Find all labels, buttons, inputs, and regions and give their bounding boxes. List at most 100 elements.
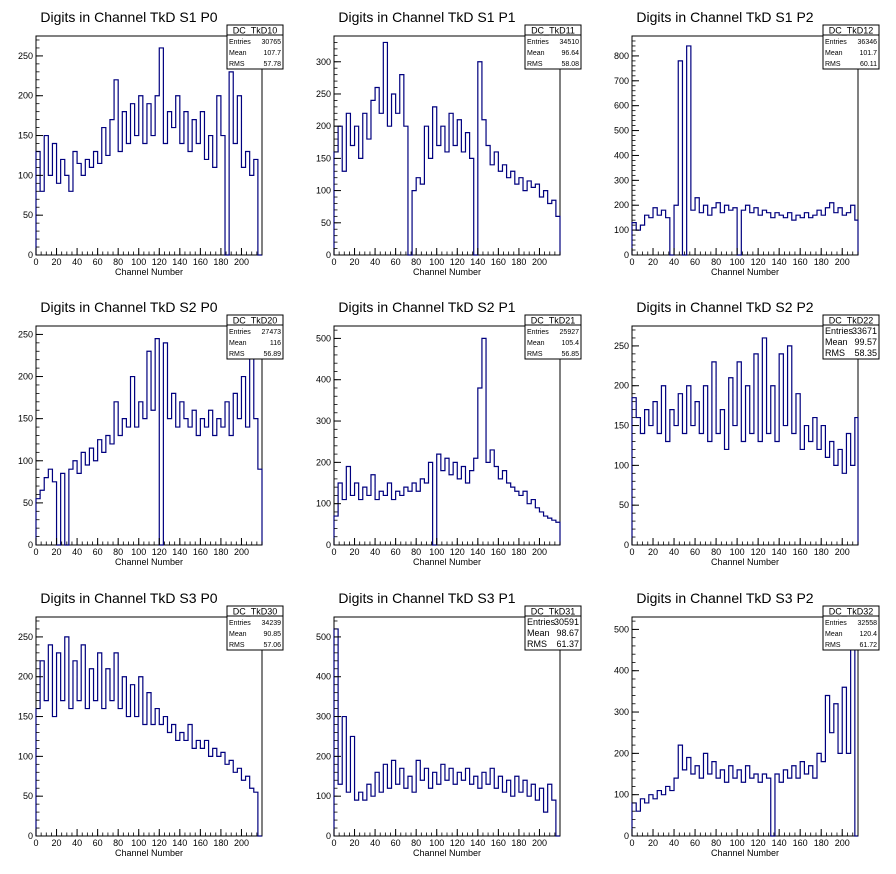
y-tick-label: 100 <box>18 456 33 466</box>
x-tick-label: 120 <box>751 257 766 267</box>
y-tick-label: 100 <box>316 791 331 801</box>
x-axis-label: Channel Number <box>115 848 183 858</box>
y-tick-label: 700 <box>614 76 629 86</box>
x-tick-label: 20 <box>350 838 360 848</box>
x-tick-label: 200 <box>234 838 249 848</box>
stats-label: Mean <box>229 50 247 57</box>
x-tick-label: 120 <box>152 257 167 267</box>
y-tick-label: 250 <box>614 341 629 351</box>
x-tick-label: 140 <box>772 838 787 848</box>
x-tick-label: 80 <box>113 257 123 267</box>
y-tick-label: 500 <box>614 624 629 634</box>
y-tick-label: 300 <box>614 707 629 717</box>
stats-label: RMS <box>229 642 245 649</box>
x-tick-label: 40 <box>72 257 82 267</box>
x-tick-label: 20 <box>52 838 62 848</box>
x-tick-label: 140 <box>470 838 485 848</box>
stats-value: 25927 <box>560 329 580 336</box>
x-axis-label: Channel Number <box>711 848 779 858</box>
y-tick-label: 150 <box>18 414 33 424</box>
panel-title: Digits in Channel TkD S1 P2 <box>636 9 813 25</box>
x-tick-label: 140 <box>172 838 187 848</box>
x-tick-label: 100 <box>730 838 745 848</box>
x-tick-label: 160 <box>793 257 808 267</box>
stats-value: 61.72 <box>859 642 877 649</box>
x-tick-label: 140 <box>772 257 787 267</box>
stats-value: 116 <box>270 340 281 347</box>
y-tick-label: 0 <box>28 250 33 260</box>
y-tick-label: 50 <box>23 791 33 801</box>
x-tick-label: 160 <box>491 838 506 848</box>
histogram-panel: Digits in Channel TkD S2 P1 0 20 40 60 80 100 1… <box>316 299 582 567</box>
x-tick-label: 60 <box>690 838 700 848</box>
stats-label: RMS <box>825 61 841 68</box>
panel-title: Digits in Channel TkD S2 P0 <box>40 299 217 315</box>
stats-value: 33671 <box>852 326 877 336</box>
x-tick-label: 160 <box>193 547 208 557</box>
stats-name: DC_TkD11 <box>531 26 575 36</box>
y-tick-label: 400 <box>614 666 629 676</box>
x-tick-label: 80 <box>411 838 421 848</box>
x-tick-label: 60 <box>690 257 700 267</box>
panel-title: Digits in Channel TkD S3 P1 <box>338 590 515 606</box>
x-tick-label: 120 <box>152 838 167 848</box>
x-tick-label: 160 <box>793 838 808 848</box>
x-tick-label: 40 <box>72 547 82 557</box>
histogram-line <box>35 636 262 837</box>
x-tick-label: 80 <box>711 838 721 848</box>
y-tick-label: 500 <box>614 126 629 136</box>
stats-label: Entries <box>527 329 549 336</box>
x-tick-label: 20 <box>350 547 360 557</box>
histogram-panel: Digits in Channel TkD S1 P0 0 20 40 60 80 100 1… <box>18 9 284 277</box>
histogram-panel: Digits in Channel TkD S2 P2 0 20 40 60 80 100 1… <box>614 299 880 567</box>
y-tick-label: 600 <box>614 101 629 111</box>
y-tick-label: 200 <box>614 748 629 758</box>
y-tick-label: 150 <box>614 421 629 431</box>
x-axis-label: Channel Number <box>711 267 779 277</box>
x-tick-label: 140 <box>470 257 485 267</box>
stats-value: 107.7 <box>263 50 281 57</box>
x-tick-label: 120 <box>450 838 465 848</box>
x-tick-label: 60 <box>690 547 700 557</box>
stats-label: Entries <box>229 329 251 336</box>
y-tick-label: 250 <box>18 51 33 61</box>
y-tick-label: 100 <box>614 225 629 235</box>
y-tick-label: 400 <box>316 375 331 385</box>
stats-value: 58.35 <box>854 348 877 358</box>
stats-label: RMS <box>527 351 543 358</box>
stats-name: DC_TkD12 <box>829 26 874 36</box>
stats-value: 32558 <box>858 620 878 627</box>
stats-label: Mean <box>229 340 247 347</box>
stats-value: 57.06 <box>263 642 281 649</box>
stats-value: 105.4 <box>561 340 579 347</box>
x-tick-label: 160 <box>793 547 808 557</box>
x-tick-label: 0 <box>331 838 336 848</box>
y-tick-label: 0 <box>624 540 629 550</box>
x-tick-label: 60 <box>391 257 401 267</box>
histogram-panel: Digits in Channel TkD S1 P2 0 20 40 60 80 100 1… <box>614 9 880 277</box>
stats-label: Mean <box>825 337 848 347</box>
y-tick-label: 100 <box>614 790 629 800</box>
stats-name: DC_TkD32 <box>829 607 874 617</box>
x-axis-label: Channel Number <box>711 557 779 567</box>
histogram-line <box>631 337 859 545</box>
x-tick-label: 180 <box>511 257 526 267</box>
stats-label: RMS <box>229 351 245 358</box>
x-tick-label: 40 <box>72 838 82 848</box>
stats-label: RMS <box>825 348 845 358</box>
y-tick-label: 50 <box>23 498 33 508</box>
x-tick-label: 180 <box>213 547 228 557</box>
panel-title: Digits in Channel TkD S1 P0 <box>40 9 217 25</box>
histogram-line <box>631 645 858 837</box>
y-tick-label: 800 <box>614 51 629 61</box>
x-tick-label: 20 <box>648 838 658 848</box>
stats-label: Entries <box>229 39 251 46</box>
y-tick-label: 0 <box>624 831 629 841</box>
stats-value: 56.85 <box>561 351 579 358</box>
stats-name: DC_TkD30 <box>233 607 278 617</box>
stats-box <box>822 314 880 360</box>
x-tick-label: 0 <box>331 257 336 267</box>
y-tick-label: 50 <box>23 210 33 220</box>
x-tick-label: 80 <box>113 838 123 848</box>
